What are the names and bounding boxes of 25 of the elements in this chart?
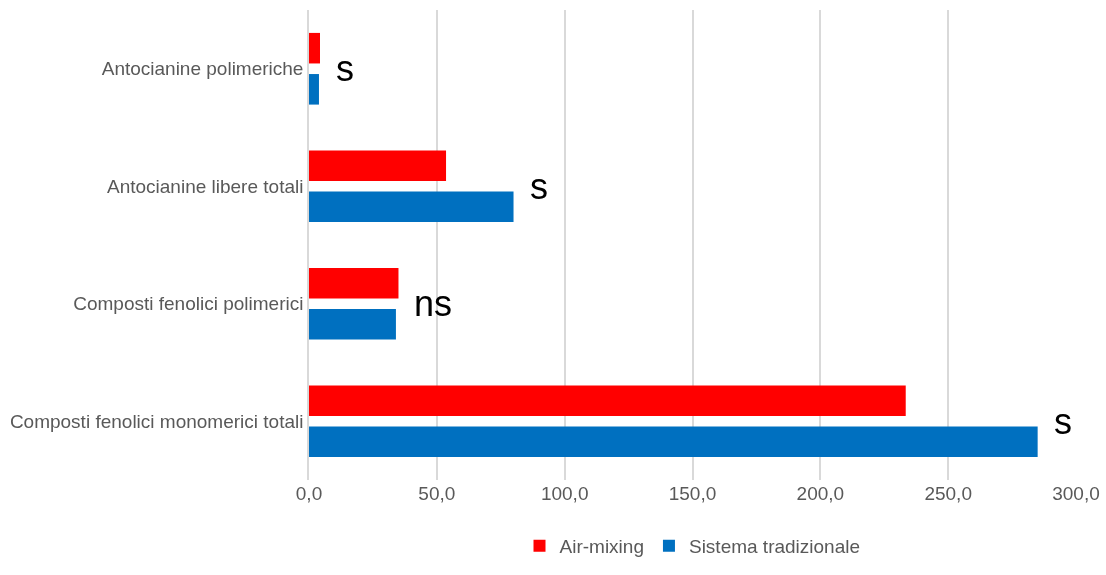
bar bbox=[309, 267, 399, 299]
y-tick-label: Composti fenolici polimerici bbox=[73, 293, 304, 315]
annotation: s bbox=[530, 166, 548, 207]
bar bbox=[309, 150, 447, 181]
bar bbox=[309, 191, 514, 223]
annotation: ns bbox=[414, 283, 453, 324]
annotation: s bbox=[1054, 401, 1072, 442]
annotation: s bbox=[336, 48, 354, 89]
x-tick-label: 150,0 bbox=[668, 483, 717, 504]
bar bbox=[309, 32, 320, 64]
legend-label: Air-mixing bbox=[559, 536, 644, 558]
x-tick-label: 100,0 bbox=[540, 483, 589, 504]
y-tick-label: Composti fenolici monomerici totali bbox=[9, 410, 304, 432]
x-tick-label: 300,0 bbox=[1052, 483, 1100, 504]
legend-label: Sistema tradizionale bbox=[688, 536, 861, 558]
y-tick-label: Antocianine libere totali bbox=[106, 175, 304, 197]
bar bbox=[309, 74, 319, 105]
bar bbox=[309, 426, 1038, 458]
y-tick-label: Antocianine polimeriche bbox=[101, 58, 304, 80]
bar bbox=[309, 309, 396, 340]
x-tick-label: 250,0 bbox=[924, 483, 972, 504]
x-tick-label: 200,0 bbox=[796, 483, 845, 504]
bar bbox=[309, 385, 906, 416]
x-tick-label: 0,0 bbox=[295, 483, 323, 504]
x-tick-label: 50,0 bbox=[418, 483, 456, 504]
